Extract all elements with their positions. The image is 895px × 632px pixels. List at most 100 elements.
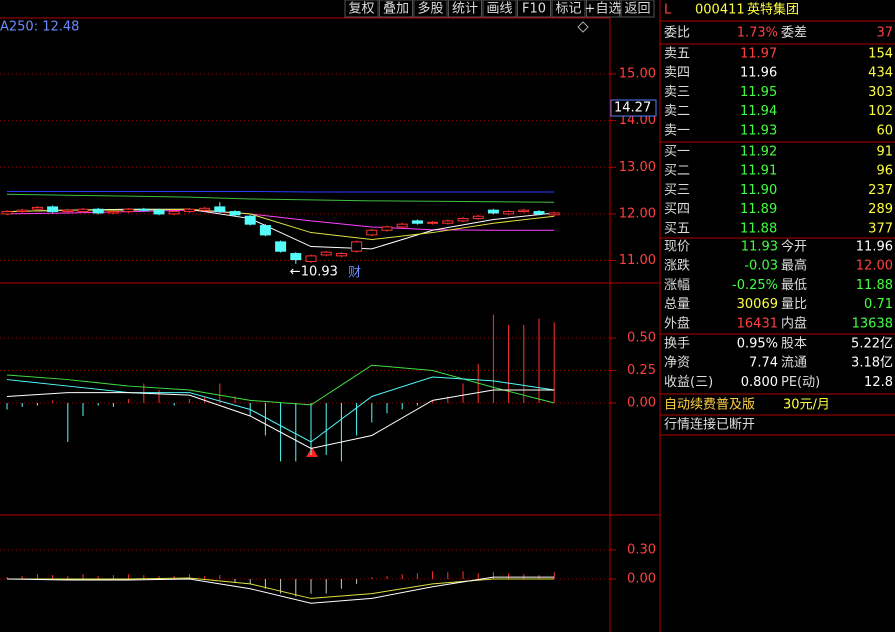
- quote-label: 涨幅: [664, 278, 690, 293]
- quote-value: 7.74: [749, 356, 778, 371]
- book-volume: 303: [868, 85, 893, 100]
- candle-body: [396, 223, 408, 228]
- toolbar-label[interactable]: 叠加: [383, 2, 409, 17]
- quote-label: 换手: [664, 337, 690, 352]
- candle-body: [533, 211, 545, 215]
- annotation: 财: [348, 266, 361, 281]
- book-label: 卖一: [664, 123, 690, 138]
- toolbar-button[interactable]: [379, 0, 413, 18]
- signal-arrow: [306, 447, 318, 457]
- candle-body: [138, 208, 150, 211]
- toolbar-label[interactable]: F10: [522, 2, 546, 17]
- y-tick-label: 0.30: [627, 542, 656, 557]
- candle-body: [457, 218, 469, 222]
- book-price: 11.91: [740, 164, 777, 179]
- book-volume: 91: [876, 145, 893, 160]
- y-tick-label: 0.00: [627, 572, 656, 587]
- promo-price[interactable]: 30元/月: [783, 398, 830, 413]
- y-tick-label: 0.25: [627, 363, 656, 378]
- candle-body: [92, 208, 104, 214]
- candle-body: [244, 215, 256, 225]
- diamond-icon: [577, 21, 589, 33]
- toolbar-label[interactable]: 多股: [417, 1, 443, 17]
- toolbar-label[interactable]: 返回: [624, 2, 650, 17]
- y-tick-label: 12.00: [619, 206, 656, 221]
- stock-name: 英特集团: [747, 2, 799, 18]
- candle-body: [366, 229, 378, 236]
- toolbar-button[interactable]: [344, 0, 379, 18]
- y-tick-label: 11.00: [619, 253, 656, 268]
- quote-label: 现价: [664, 240, 690, 255]
- candle-body: [153, 209, 165, 215]
- candle-body: [548, 212, 560, 216]
- candle-body: [472, 215, 484, 220]
- quote-value: 3.18亿: [851, 356, 893, 371]
- quote-label: 量比: [781, 297, 807, 312]
- quote-label: 涨跌: [664, 258, 690, 274]
- candle-body: [335, 253, 347, 257]
- book-label: 买五: [664, 221, 690, 236]
- candle-body: [427, 221, 439, 224]
- quote-label: 流通: [781, 356, 807, 371]
- book-volume: 434: [868, 66, 893, 81]
- toolbar-label[interactable]: 复权: [348, 1, 374, 17]
- candle-body: [381, 226, 393, 231]
- toolbar-button[interactable]: [586, 0, 620, 18]
- toolbar-label[interactable]: 标记: [555, 2, 581, 17]
- candle-body: [183, 208, 195, 213]
- candle-body: [199, 207, 211, 211]
- promo-text[interactable]: 自动续费普及版: [664, 398, 755, 413]
- quote-value: 30069: [737, 297, 778, 312]
- book-volume: 96: [876, 164, 893, 179]
- book-volume: 154: [868, 47, 893, 62]
- candle-body: [290, 253, 302, 261]
- candle-body: [47, 206, 59, 213]
- book-price: 11.93: [740, 123, 777, 138]
- quote-label: 收益(三): [664, 375, 713, 390]
- toolbar-label[interactable]: 统计: [452, 2, 478, 17]
- quote-value: 16431: [737, 316, 778, 331]
- quote-value: 5.22亿: [851, 337, 893, 352]
- book-volume: 102: [868, 104, 893, 119]
- toolbar-button[interactable]: [482, 0, 517, 18]
- candle-body: [442, 220, 454, 224]
- book-price: 11.96: [740, 66, 777, 81]
- quote-label: 总量: [664, 297, 690, 312]
- book-price: 11.95: [740, 85, 777, 100]
- candle-body: [275, 241, 287, 252]
- indicator-line: [6, 193, 555, 203]
- toolbar-label[interactable]: +自选: [585, 2, 622, 17]
- book-volume: 377: [868, 221, 893, 236]
- candle-body: [320, 251, 332, 256]
- y-tick-label: 14.00: [619, 113, 656, 128]
- book-volume: 289: [868, 202, 893, 217]
- quote-label: PE(动): [781, 375, 820, 390]
- candle-body: [305, 255, 317, 262]
- quote-value: 13638: [852, 316, 893, 331]
- toolbar-button[interactable]: [517, 0, 551, 18]
- toolbar-button[interactable]: [551, 0, 586, 18]
- toolbar-button[interactable]: [413, 0, 448, 18]
- book-label: 卖二: [664, 104, 690, 119]
- quote-value: 37: [876, 26, 893, 41]
- book-price: 11.90: [740, 183, 777, 198]
- toolbar-label[interactable]: 画线: [486, 2, 512, 17]
- toolbar-button[interactable]: [448, 0, 482, 18]
- candle-body: [411, 220, 423, 224]
- candle-body: [1, 211, 13, 215]
- y-tick-label: 15.00: [619, 66, 656, 81]
- candle-body: [123, 208, 135, 213]
- toolbar-button[interactable]: [620, 0, 655, 18]
- quote-label: 股本: [781, 337, 807, 352]
- price-marker-label: 14.27: [614, 101, 651, 116]
- book-label: 买四: [664, 202, 690, 217]
- book-label: 买二: [664, 164, 690, 179]
- quote-value: -0.25%: [732, 278, 778, 293]
- quote-label: 最低: [781, 278, 807, 293]
- book-label: 买一: [664, 145, 690, 160]
- candle-body: [351, 241, 363, 252]
- book-price: 11.89: [740, 202, 777, 217]
- stock-code: 000411: [695, 3, 745, 18]
- quote-label: 今开: [781, 239, 807, 255]
